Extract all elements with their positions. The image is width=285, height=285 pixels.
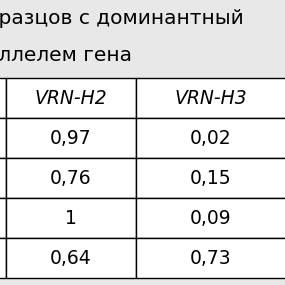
Bar — [136, 198, 285, 238]
Bar — [136, 158, 285, 198]
Bar — [136, 78, 285, 118]
Text: 1: 1 — [65, 209, 77, 227]
Bar — [6, 118, 136, 158]
Text: 0,02: 0,02 — [190, 129, 232, 148]
Bar — [6, 198, 136, 238]
Bar — [0, 158, 6, 198]
Bar — [0, 118, 6, 158]
Bar — [136, 118, 285, 158]
Text: бразцов с доминантный: бразцов с доминантный — [0, 9, 243, 28]
Text: 0,09: 0,09 — [190, 209, 232, 227]
Text: аллелем гена: аллелем гена — [0, 46, 132, 65]
Bar — [0, 78, 6, 118]
Text: 0,64: 0,64 — [50, 249, 92, 268]
Text: 0,76: 0,76 — [50, 168, 92, 188]
Bar — [6, 238, 136, 278]
Text: 0,15: 0,15 — [190, 168, 232, 188]
Bar — [0, 198, 6, 238]
Text: 0,97: 0,97 — [50, 129, 92, 148]
Bar — [6, 78, 136, 118]
Bar — [0, 238, 6, 278]
Bar — [6, 158, 136, 198]
Text: 0,73: 0,73 — [190, 249, 232, 268]
Bar — [136, 238, 285, 278]
Text: VRN-H3: VRN-H3 — [175, 89, 247, 107]
Text: VRN-H2: VRN-H2 — [35, 89, 107, 107]
